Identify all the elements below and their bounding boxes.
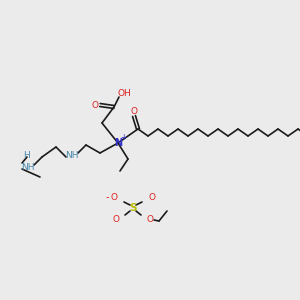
- Text: H: H: [24, 151, 30, 160]
- Text: O: O: [110, 194, 118, 202]
- Text: O: O: [146, 214, 154, 224]
- Text: NH: NH: [65, 151, 79, 160]
- Text: O: O: [112, 214, 119, 224]
- Text: O: O: [148, 194, 155, 202]
- Text: -: -: [105, 192, 109, 202]
- Text: N: N: [114, 138, 122, 148]
- Text: O: O: [92, 100, 98, 109]
- Text: OH: OH: [117, 88, 131, 98]
- Text: S: S: [129, 203, 137, 213]
- Text: NH: NH: [21, 163, 35, 172]
- Text: O: O: [130, 106, 137, 116]
- Text: +: +: [120, 134, 126, 142]
